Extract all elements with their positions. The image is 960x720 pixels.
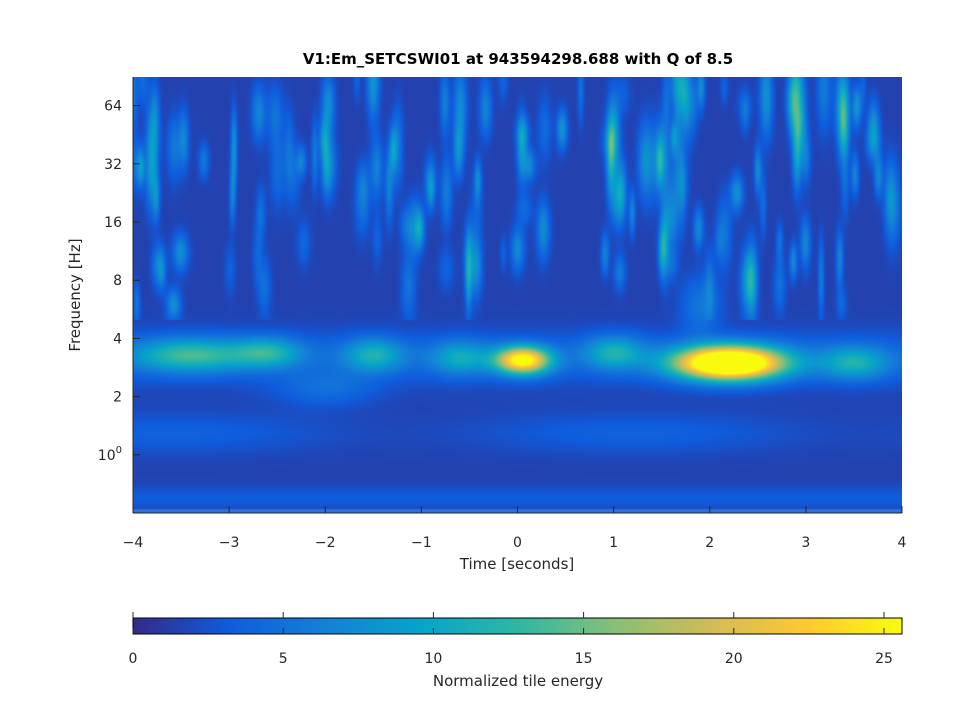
x-tick-label: 2 — [705, 535, 714, 551]
chart-title: V1:Em_SETCSWI01 at 943594298.688 with Q … — [303, 50, 733, 68]
x-tick-label: −1 — [411, 535, 432, 551]
x-tick-label: 0 — [513, 535, 522, 551]
colorbar-tick-label: 20 — [725, 651, 743, 667]
x-axis-label: Time [seconds] — [459, 555, 575, 573]
y-axis-ticks: 100 2 4 8 16 32 64 — [98, 99, 140, 464]
colorbar-label: Normalized tile energy — [433, 672, 603, 690]
x-tick-label: −2 — [315, 535, 336, 551]
y-tick-label: 64 — [104, 99, 122, 115]
colorbar-tick-label: 25 — [875, 651, 893, 667]
x-axis-ticks: −4 −3 −2 −1 0 1 2 3 4 — [123, 506, 907, 551]
y-tick-label: 4 — [113, 331, 122, 347]
colorbar-ticks: 0 5 10 15 20 25 — [129, 612, 893, 667]
x-tick-label: 4 — [898, 535, 907, 551]
colorbar-tick-label: 5 — [279, 651, 288, 667]
plot-area — [133, 77, 902, 513]
y-tick-label: 8 — [113, 273, 122, 289]
y-axis-label: Frequency [Hz] — [66, 238, 84, 351]
x-tick-label: −3 — [219, 535, 240, 551]
colorbar-tick-label: 0 — [129, 651, 138, 667]
x-tick-label: 3 — [801, 535, 810, 551]
x-tick-label: 1 — [609, 535, 618, 551]
colorbar — [132, 617, 903, 635]
y-tick-label: 100 — [98, 445, 122, 464]
colorbar-tick-label: 15 — [575, 651, 593, 667]
y-tick-label: 32 — [104, 157, 122, 173]
x-tick-label: −4 — [123, 535, 144, 551]
colorbar-tick-label: 10 — [424, 651, 442, 667]
heatmap-image — [133, 77, 902, 513]
y-tick-label: 16 — [104, 215, 122, 231]
y-tick-label: 2 — [113, 390, 122, 406]
